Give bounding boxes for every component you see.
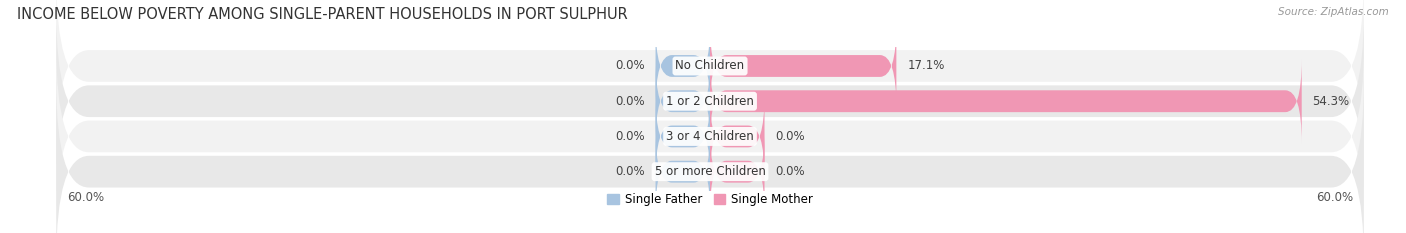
FancyBboxPatch shape	[710, 95, 765, 178]
FancyBboxPatch shape	[710, 130, 765, 214]
Text: 60.0%: 60.0%	[1316, 191, 1353, 204]
FancyBboxPatch shape	[655, 24, 710, 108]
Text: 60.0%: 60.0%	[67, 191, 104, 204]
FancyBboxPatch shape	[56, 11, 1364, 191]
FancyBboxPatch shape	[56, 82, 1364, 233]
Text: INCOME BELOW POVERTY AMONG SINGLE-PARENT HOUSEHOLDS IN PORT SULPHUR: INCOME BELOW POVERTY AMONG SINGLE-PARENT…	[17, 7, 627, 22]
FancyBboxPatch shape	[710, 24, 897, 108]
Text: 5 or more Children: 5 or more Children	[655, 165, 765, 178]
Text: 1 or 2 Children: 1 or 2 Children	[666, 95, 754, 108]
Text: 0.0%: 0.0%	[776, 130, 806, 143]
Text: 54.3%: 54.3%	[1313, 95, 1350, 108]
FancyBboxPatch shape	[655, 59, 710, 143]
Text: 0.0%: 0.0%	[614, 59, 644, 72]
Text: Source: ZipAtlas.com: Source: ZipAtlas.com	[1278, 7, 1389, 17]
FancyBboxPatch shape	[655, 130, 710, 214]
FancyBboxPatch shape	[710, 59, 1302, 143]
Text: 0.0%: 0.0%	[614, 95, 644, 108]
Text: 3 or 4 Children: 3 or 4 Children	[666, 130, 754, 143]
Text: 0.0%: 0.0%	[614, 130, 644, 143]
FancyBboxPatch shape	[56, 0, 1364, 156]
Text: 0.0%: 0.0%	[776, 165, 806, 178]
Text: 17.1%: 17.1%	[907, 59, 945, 72]
FancyBboxPatch shape	[655, 95, 710, 178]
Legend: Single Father, Single Mother: Single Father, Single Mother	[602, 189, 818, 211]
FancyBboxPatch shape	[56, 47, 1364, 226]
Text: 0.0%: 0.0%	[614, 165, 644, 178]
Text: No Children: No Children	[675, 59, 745, 72]
